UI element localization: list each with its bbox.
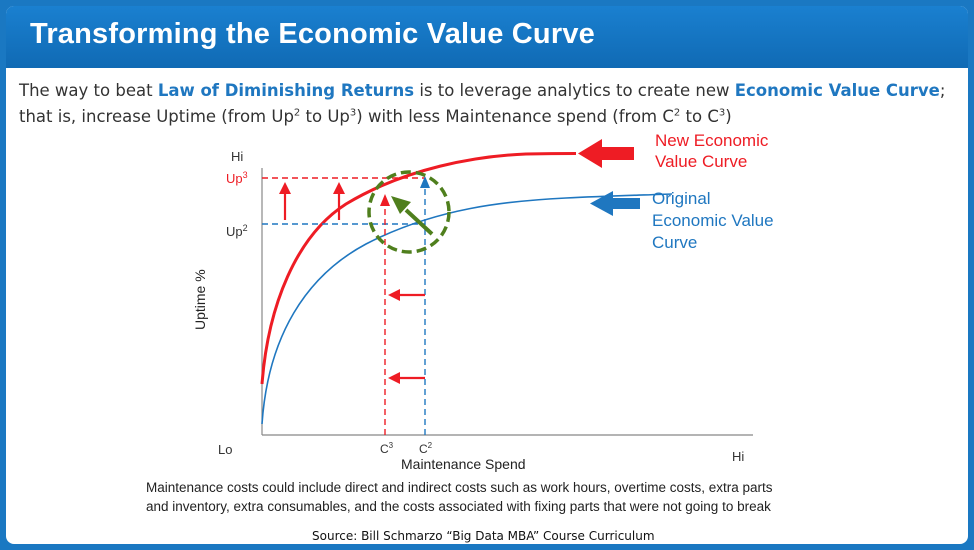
intro-sup-3: 2: [673, 107, 681, 119]
y-axis-up3-label: Up3: [226, 170, 248, 186]
footnote-line1: Maintenance costs could include direct a…: [146, 480, 773, 495]
x-axis-title: Maintenance Spend: [401, 456, 526, 472]
c2-sup: 2: [428, 441, 433, 450]
intro-part2: is to leverage analytics to create new: [414, 81, 735, 100]
intro-line2-d: to C: [680, 107, 719, 126]
intro-term-economic-value-curve: Economic Value Curve: [734, 81, 940, 100]
c2-base: C: [419, 442, 428, 456]
up3-base: Up: [226, 171, 243, 186]
footnote-line2: and inventory, extra consumables, and th…: [146, 499, 771, 514]
title-bar: Transforming the Economic Value Curve: [6, 6, 968, 68]
spend-decrease-arrow-2: [388, 372, 425, 384]
intro-sup-4: 3: [718, 107, 726, 119]
up3-sup: 3: [243, 170, 248, 180]
intro-term-diminishing-returns: Law of Diminishing Returns: [157, 81, 415, 100]
orig-curve-label-line2: Economic Value: [652, 211, 774, 230]
c3-sup: 3: [389, 441, 394, 450]
original-value-curve: [261, 193, 673, 425]
intro-line2-c: ) with less Maintenance spend (from C: [356, 107, 674, 126]
orig-curve-label-line3: Curve: [652, 233, 697, 252]
orig-curve-label-line1: Original: [652, 189, 711, 208]
intro-text: The way to beat Law of Diminishing Retur…: [19, 78, 964, 130]
intro-part3: ;: [939, 81, 946, 100]
new-curve-label-line2: Value Curve: [655, 152, 747, 171]
intro-line2-e: ): [725, 107, 732, 126]
intro-line2-b: to Up: [300, 107, 350, 126]
up2-base: Up: [226, 224, 243, 239]
intro-sup-1: 2: [293, 107, 301, 119]
new-curve-label-line1: New Economic: [655, 131, 769, 150]
intro-sup-2: 3: [349, 107, 357, 119]
shift-arrow: [391, 196, 434, 236]
x-axis-c3-label: C3: [380, 441, 394, 456]
intro-part1: The way to beat: [19, 81, 158, 100]
up2-sup: 2: [243, 223, 248, 233]
y-axis-title: Uptime %: [192, 269, 208, 330]
c2-arrowhead: [420, 176, 430, 188]
new-curve-pointer-arrow: [578, 139, 634, 168]
c3-arrowhead: [380, 194, 390, 206]
footnote: Maintenance costs could include direct a…: [146, 478, 866, 516]
intro-line2-a: that is, increase Uptime (from Up: [19, 107, 294, 126]
original-curve-pointer-arrow: [590, 191, 640, 216]
x-axis-c2-label: C2: [419, 441, 433, 456]
x-axis-hi-label: Hi: [732, 449, 744, 464]
x-axis-lo-label: Lo: [218, 442, 232, 457]
slide-title: Transforming the Economic Value Curve: [30, 18, 595, 50]
uptime-increase-arrow-1: [279, 182, 291, 220]
new-value-curve: [260, 152, 577, 385]
economic-value-diagram: New Economic Value Curve Original Econom…: [192, 131, 774, 472]
spend-decrease-arrow-1: [388, 289, 425, 301]
y-axis-hi-label: Hi: [231, 149, 243, 164]
y-axis-up2-label: Up2: [226, 223, 248, 239]
highlight-circle: [367, 170, 451, 254]
c3-base: C: [380, 442, 389, 456]
slide-card: Transforming the Economic Value Curve Th…: [6, 6, 968, 544]
source-citation: Source: Bill Schmarzo “Big Data MBA” Cou…: [312, 529, 655, 543]
uptime-increase-arrow-2: [333, 182, 345, 220]
